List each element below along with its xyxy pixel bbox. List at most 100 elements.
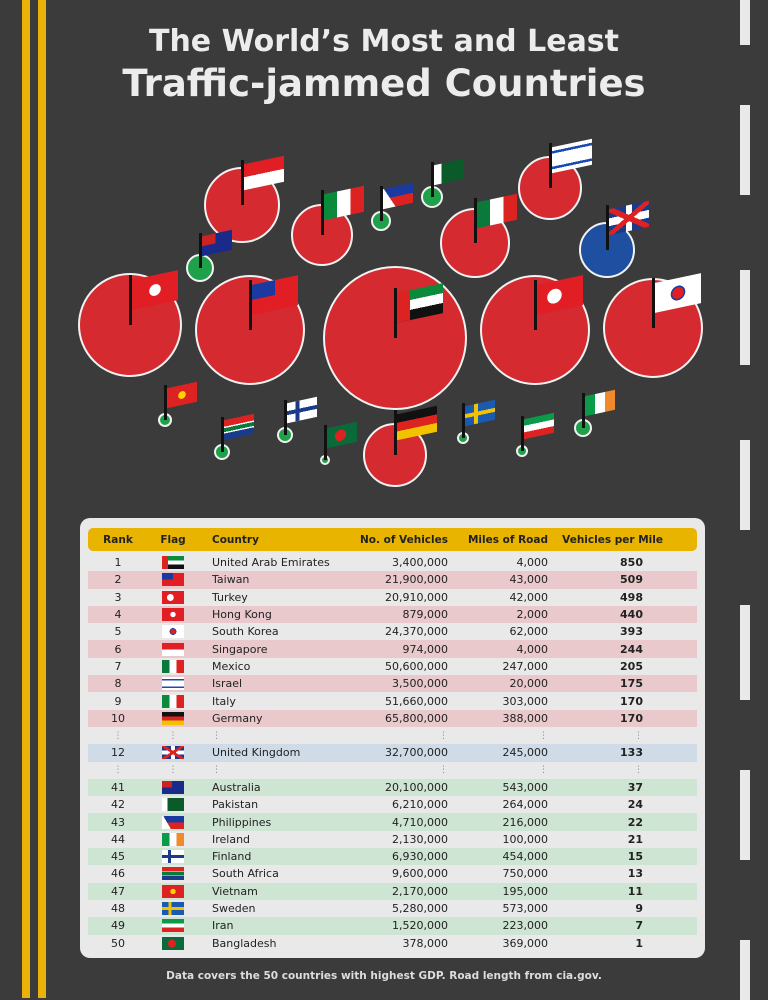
title-line-2: Traffic-jammed Countries <box>122 62 646 105</box>
miles-of-road: 245,000 <box>502 746 549 760</box>
vietnam-flag-icon <box>162 884 184 898</box>
vehicles: 2,170,000 <box>392 884 448 898</box>
flag-pole <box>199 233 202 268</box>
flag-pole <box>241 160 244 205</box>
table-row: 45 Finland 6,930,000 454,000 15 <box>88 848 697 866</box>
miles-of-road: 454,000 <box>502 850 549 864</box>
vehicles: 4,710,000 <box>392 815 448 829</box>
table-row: 6 Singapore 974,000 4,000 244 <box>88 640 697 658</box>
mexico-flag-icon <box>477 193 517 229</box>
table-row: 50 Bangladesh 378,000 369,000 1 <box>88 935 697 952</box>
miles-of-road: 100,000 <box>502 832 549 846</box>
italy-flag-icon <box>162 694 184 708</box>
miles-of-road: 264,000 <box>502 798 549 812</box>
vehicles-per-mile: 175 <box>620 677 643 691</box>
table-row: 10 Germany 65,800,000 388,000 170 <box>88 709 697 727</box>
flag-cell <box>148 711 198 725</box>
flag-pole <box>249 280 252 330</box>
vehicles: 974,000 <box>402 642 449 656</box>
vehicles: 3,400,000 <box>392 556 448 570</box>
flag-pole <box>521 416 524 451</box>
flag-pole <box>394 288 397 338</box>
vehicles-per-mile: 11 <box>627 884 643 898</box>
vehicles-per-mile: 7 <box>635 919 643 933</box>
southkorea-flag-icon <box>162 625 184 639</box>
gap-dots: ⋮ <box>168 765 178 776</box>
table-row: 7 Mexico 50,600,000 247,000 205 <box>88 658 697 675</box>
flag-cell <box>148 815 198 829</box>
flag-cell <box>148 590 198 604</box>
vehicles-per-mile: 440 <box>620 608 643 622</box>
mexico-flag-icon <box>162 659 184 673</box>
table-row: 3 Turkey 20,910,000 42,000 498 <box>88 589 697 606</box>
vehicles: 20,100,000 <box>385 781 448 794</box>
road-dash <box>740 0 750 45</box>
flag-pole <box>284 400 287 435</box>
flag-cell <box>148 832 198 846</box>
table-row: 1 United Arab Emirates 3,400,000 4,000 8… <box>88 554 697 571</box>
vehicles: 50,600,000 <box>385 659 448 673</box>
hongkong-flag-icon <box>162 608 184 622</box>
rank: 2 <box>114 573 122 587</box>
vehicles-per-mile: 22 <box>627 815 643 829</box>
country: United Arab Emirates <box>212 556 330 570</box>
gap-dots: ⋮ <box>168 730 178 741</box>
israel-flag-icon <box>162 677 184 691</box>
uk-flag-icon <box>609 200 649 236</box>
rank: 48 <box>111 902 125 916</box>
table-row: 46 South Africa 9,600,000 750,000 13 <box>88 865 697 882</box>
italy-flag-icon <box>324 185 364 221</box>
israel-flag-icon <box>552 138 592 174</box>
iran-flag-icon <box>162 919 184 933</box>
header-vpm: Vehicles per Mile <box>562 533 663 546</box>
table-row: 47 Vietnam 2,170,000 195,000 11 <box>88 882 697 900</box>
flag-pole <box>582 393 585 428</box>
finland-flag-icon <box>162 850 184 864</box>
vehicles-per-mile: 37 <box>627 781 643 794</box>
country: Iran <box>212 919 234 933</box>
miles-of-road: 42,000 <box>509 590 549 604</box>
table-row: 12 United Kingdom 32,700,000 245,000 133 <box>88 744 697 762</box>
vehicles: 2,130,000 <box>392 832 448 846</box>
turkey-flag-icon <box>162 590 184 604</box>
miles-of-road: 543,000 <box>502 781 549 794</box>
vehicles: 65,800,000 <box>385 711 448 725</box>
country: Philippines <box>212 815 272 829</box>
country: Turkey <box>212 590 248 604</box>
header-miles: Miles of Road <box>467 533 548 546</box>
flag-pole <box>221 417 224 452</box>
vehicles: 32,700,000 <box>385 746 448 760</box>
flag-pole <box>462 403 465 438</box>
flag-cell <box>148 573 198 587</box>
flag-cell <box>148 556 198 570</box>
vehicles-per-mile: 498 <box>620 590 643 604</box>
flag-pole <box>324 425 327 460</box>
gap-dots: ⋮ <box>634 765 643 776</box>
road-dash <box>740 605 750 700</box>
country: Australia <box>212 781 261 794</box>
country: Mexico <box>212 659 251 673</box>
gap-dots: ⋮ <box>212 730 221 741</box>
table-row: 49 Iran 1,520,000 223,000 7 <box>88 917 697 935</box>
rank: 50 <box>111 936 125 950</box>
vehicles-per-mile: 509 <box>620 573 643 587</box>
flag-pole <box>380 186 383 221</box>
vehicles-per-mile: 170 <box>620 711 643 725</box>
gap-dots: ⋮ <box>113 730 123 741</box>
flag-pole <box>321 190 324 235</box>
vehicles: 6,930,000 <box>392 850 448 864</box>
vehicles-per-mile: 15 <box>627 850 643 864</box>
flag-pole <box>394 410 397 455</box>
ireland-flag-icon <box>585 389 615 417</box>
vehicles: 1,520,000 <box>392 919 448 933</box>
flag-cell <box>148 936 198 950</box>
flag-cell <box>148 798 198 812</box>
finland-flag-icon <box>287 396 317 424</box>
miles-of-road: 20,000 <box>509 677 549 691</box>
flag-cell <box>148 608 198 622</box>
southafrica-flag-icon <box>224 413 254 441</box>
vehicles-per-mile: 24 <box>627 798 643 812</box>
flag-cell <box>148 867 198 881</box>
header-rank: Rank <box>103 533 133 546</box>
country: Italy <box>212 694 236 708</box>
